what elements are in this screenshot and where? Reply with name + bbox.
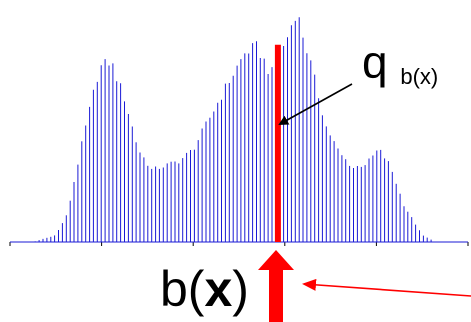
q-label: q b(x) [362,36,438,89]
bin-pointer-arrow [258,250,294,322]
axis-ticks [9,242,469,246]
q-pointer-arrow [278,83,353,125]
b-of-x-label: b(x) [160,261,249,317]
histogram-bins [34,17,436,242]
incoming-red-arrow [302,278,471,297]
